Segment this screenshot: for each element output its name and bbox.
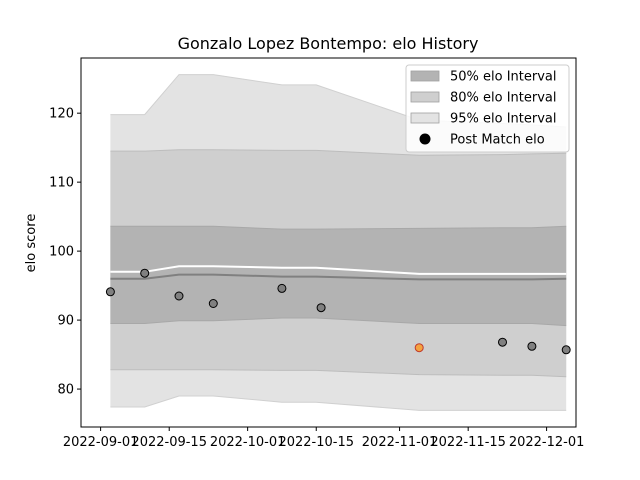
plot-frame <box>80 57 577 428</box>
post-match-points <box>105 268 571 355</box>
band-edge-p80-upper <box>110 149 567 156</box>
legend-point-marker <box>419 133 431 145</box>
x-tick-label: 2022-09-01 <box>63 435 139 450</box>
y-tick-label: 110 <box>49 176 74 191</box>
x-tick-label: 2022-11-15 <box>430 435 506 450</box>
median-line <box>110 273 567 281</box>
interval-bands <box>110 74 567 411</box>
post-match-point <box>414 343 424 353</box>
legend-label: 50% elo Interval <box>450 70 557 85</box>
y-tick-label: 120 <box>49 107 74 122</box>
x-tick-label: 2022-09-15 <box>131 435 207 450</box>
plot-area <box>105 74 571 411</box>
post-match-point <box>527 341 537 351</box>
x-tick-label: 2022-12-01 <box>509 435 585 450</box>
post-match-point <box>174 291 184 301</box>
y-tick-label: 90 <box>57 314 74 329</box>
y-axis: 80 90 100 110 120 <box>49 107 81 398</box>
legend-items: 50% elo Interval 80% elo Interval 95% elo … <box>410 70 557 148</box>
y-tick-label: 100 <box>49 245 74 260</box>
band-edge-p50-upper <box>110 225 567 230</box>
legend-box <box>405 64 570 153</box>
legend-label: 95% elo Interval <box>450 112 557 127</box>
post-match-point <box>498 337 507 347</box>
post-match-point <box>561 345 571 355</box>
legend: 50% elo Interval 80% elo Interval 95% elo … <box>405 64 570 153</box>
band-edge-p50-lower <box>110 317 567 327</box>
mean-line <box>110 265 567 275</box>
legend-label: Post Match elo <box>450 133 545 148</box>
trend-lines <box>110 265 567 281</box>
legend-swatch-band50 <box>410 70 440 82</box>
legend-swatch-band80 <box>410 91 440 103</box>
legend-swatch-band95 <box>410 112 440 124</box>
band-edge-p80-lower <box>110 369 567 378</box>
chart-title: Gonzalo Lopez Bontempo: elo History <box>178 34 479 53</box>
post-match-point <box>316 303 326 313</box>
post-match-point <box>208 299 218 308</box>
x-tick-label: 2022-10-15 <box>278 435 354 450</box>
band-edge-p95-lower <box>110 395 567 411</box>
x-tick-label: 2022-11-01 <box>362 435 438 450</box>
post-match-point <box>140 268 150 278</box>
legend-label: 80% elo Interval <box>450 91 557 106</box>
y-axis-label: elo score <box>24 214 39 273</box>
post-match-point <box>277 283 287 293</box>
band-50-interval <box>110 226 567 326</box>
x-tick-label: 2022-10-01 <box>210 435 286 450</box>
y-tick-label: 80 <box>57 383 74 398</box>
post-match-point <box>105 287 115 297</box>
